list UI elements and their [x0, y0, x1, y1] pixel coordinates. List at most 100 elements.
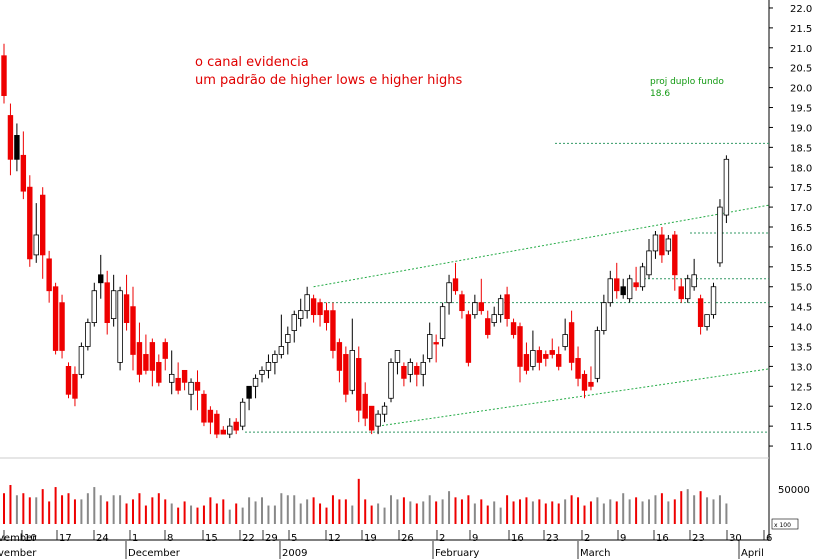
candle-body [59, 302, 65, 351]
candle-body [485, 318, 491, 335]
y-tick-label: 13.0 [790, 362, 812, 373]
candle-body [517, 326, 523, 367]
candle-body [181, 369, 188, 383]
trend-channel [313, 204, 770, 427]
y-tick-label: 16.5 [790, 223, 812, 234]
candle-body [614, 278, 620, 292]
candle-body [220, 429, 226, 435]
y-axis-ticks: 11.0 11.5 12.0 12.5 13.0 13.5 14.0 14.5 15.0 15.5… [769, 4, 812, 453]
candle [98, 254, 104, 299]
candle [46, 250, 52, 303]
candle [323, 302, 330, 331]
candle [646, 238, 652, 279]
candle-body [310, 298, 317, 316]
candle [7, 103, 14, 176]
date-label: 10 [24, 533, 37, 544]
candle-body [323, 310, 330, 323]
candle-body [349, 350, 355, 391]
candle-body [414, 365, 420, 375]
candle [639, 262, 646, 291]
candle-body [33, 234, 39, 256]
candle [697, 294, 704, 335]
channel-lower-line [378, 368, 770, 427]
candle [162, 338, 168, 371]
candle [272, 350, 278, 375]
y-tick-label: 14.5 [790, 303, 812, 314]
candle [349, 318, 355, 395]
candle-body [227, 425, 233, 435]
candle [201, 390, 207, 427]
candle-body [723, 158, 730, 216]
candle-body [246, 385, 252, 399]
candle [581, 370, 588, 399]
candle [33, 203, 39, 263]
month-label: 2009 [282, 548, 307, 559]
candle [27, 175, 33, 267]
candle-body [40, 194, 46, 256]
candle [143, 334, 149, 375]
y-tick-label: 15.0 [790, 283, 812, 294]
candle-body [504, 294, 510, 320]
candle [168, 350, 175, 395]
candle-body [594, 330, 601, 379]
candle [407, 358, 414, 383]
candle [1, 43, 7, 104]
volume-scale-box [771, 518, 799, 530]
projection-label: proj duplo fundo [650, 77, 724, 87]
candle [375, 410, 381, 435]
candle-body [646, 250, 652, 276]
candle [620, 278, 626, 299]
y-tick-label: 13.5 [790, 342, 812, 353]
volume-bars [3, 478, 728, 524]
candle-body [388, 362, 394, 399]
price-panel: 11.0 11.5 12.0 12.5 13.0 13.5 14.0 14.5 15.0 15.5… [1, 0, 812, 540]
candle [517, 322, 523, 383]
candle [691, 258, 697, 291]
candle-body [401, 365, 407, 379]
candle-body [136, 342, 143, 375]
date-label: 17 [59, 533, 72, 544]
candle-body [704, 314, 710, 327]
candle [472, 294, 478, 319]
candle-body [78, 346, 85, 375]
date-label: 16 [656, 533, 669, 544]
candle [188, 378, 194, 411]
candle [156, 354, 162, 387]
candle-body [20, 154, 27, 192]
candle-body [330, 310, 336, 351]
y-tick-label: 21.0 [790, 44, 812, 55]
candle [388, 358, 394, 403]
candle-body [85, 322, 91, 347]
date-label: 6 [766, 533, 772, 544]
date-label: vember [0, 533, 37, 544]
date-label: 23 [692, 533, 705, 544]
candle [246, 385, 252, 411]
date-label: 30 [729, 533, 742, 544]
candle [59, 294, 65, 359]
volume-scale-label: x 100 [774, 522, 791, 529]
candle [556, 346, 562, 371]
candle [652, 230, 659, 259]
candle-body [375, 413, 381, 427]
date-label: 8 [167, 533, 173, 544]
candle-body [265, 362, 272, 371]
candle-body [143, 354, 149, 371]
candle-body [14, 135, 20, 160]
candle [394, 350, 401, 375]
candle [356, 346, 362, 423]
candle-body [717, 206, 723, 264]
candle-body [536, 350, 543, 363]
candle-body [523, 354, 530, 371]
candle-body [272, 354, 278, 363]
annotation-line-1: o canal evidencia [195, 55, 309, 70]
candle [110, 274, 117, 327]
candle-body [175, 377, 181, 391]
y-tick-label: 20.5 [790, 64, 812, 75]
candle [672, 230, 678, 291]
candle-body [7, 115, 14, 160]
candle-body [426, 334, 433, 359]
candle-body [46, 258, 52, 292]
candle-body [633, 282, 639, 288]
candle-body [168, 373, 175, 383]
